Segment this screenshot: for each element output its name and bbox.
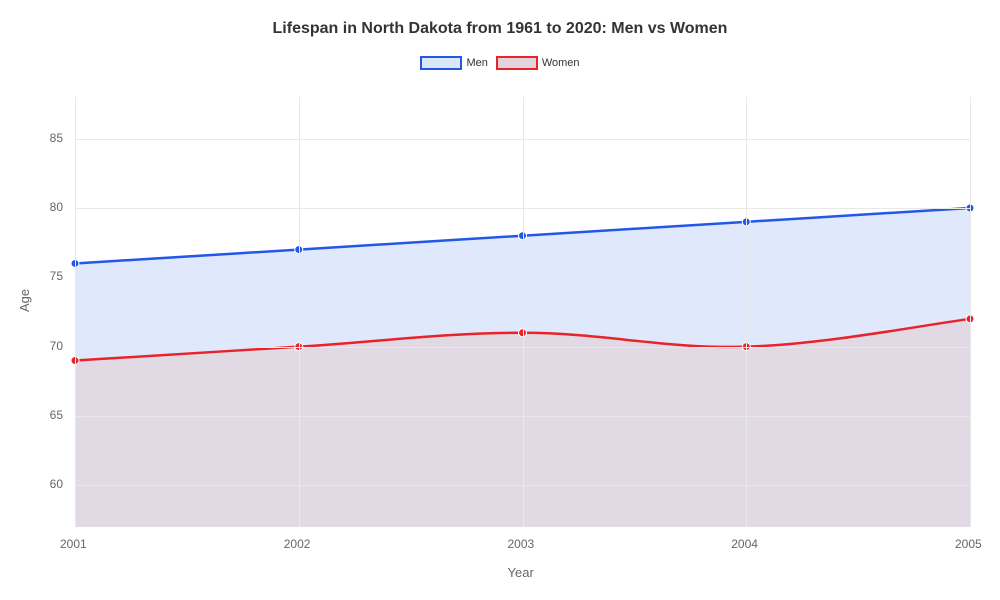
y-tick-label: 65 [50,408,63,422]
x-grid-line [746,97,747,527]
legend-swatch-men [420,56,462,70]
chart-title: Lifespan in North Dakota from 1961 to 20… [0,0,1000,38]
legend-label-women: Women [542,57,580,69]
legend-item-women: Women [496,56,580,70]
x-grid-line [299,97,300,527]
plot-area: 60657075808520012002200320042005 [75,97,970,527]
y-axis-label: Age [17,289,32,312]
y-tick-label: 70 [50,339,63,353]
y-tick-label: 60 [50,477,63,491]
y-tick-label: 80 [50,200,63,214]
chart-legend: Men Women [0,56,1000,70]
lifespan-chart: Lifespan in North Dakota from 1961 to 20… [0,0,1000,600]
y-tick-label: 85 [50,131,63,145]
legend-item-men: Men [420,56,487,70]
x-grid-line [523,97,524,527]
x-tick-label: 2001 [60,537,87,551]
legend-swatch-women [496,56,538,70]
x-grid-line [970,97,971,527]
x-tick-label: 2003 [508,537,535,551]
x-axis-label: Year [508,565,534,580]
x-tick-label: 2002 [284,537,311,551]
legend-label-men: Men [466,57,487,69]
x-tick-label: 2004 [731,537,758,551]
y-tick-label: 75 [50,269,63,283]
x-grid-line [75,97,76,527]
x-tick-label: 2005 [955,537,982,551]
